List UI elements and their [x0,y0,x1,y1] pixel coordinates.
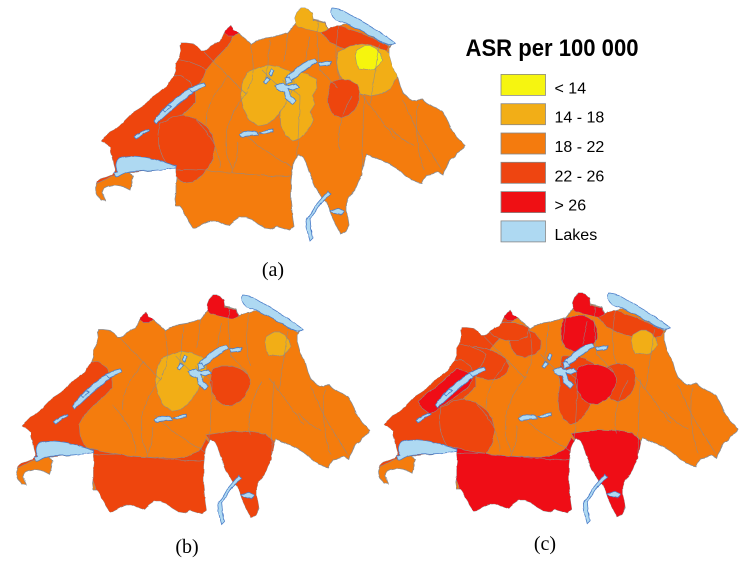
svg-text:18 - 22: 18 - 22 [555,139,605,156]
svg-text:(b): (b) [175,536,198,558]
svg-text:< 14: < 14 [555,80,587,97]
svg-text:(a): (a) [262,259,284,281]
svg-text:ASR per 100 000: ASR per 100 000 [466,35,639,62]
svg-text:(c): (c) [534,533,556,555]
svg-text:Lakes: Lakes [555,227,598,244]
svg-text:> 26: > 26 [555,198,587,215]
svg-text:14 - 18: 14 - 18 [555,110,605,127]
svg-text:22 - 26: 22 - 26 [555,168,605,185]
